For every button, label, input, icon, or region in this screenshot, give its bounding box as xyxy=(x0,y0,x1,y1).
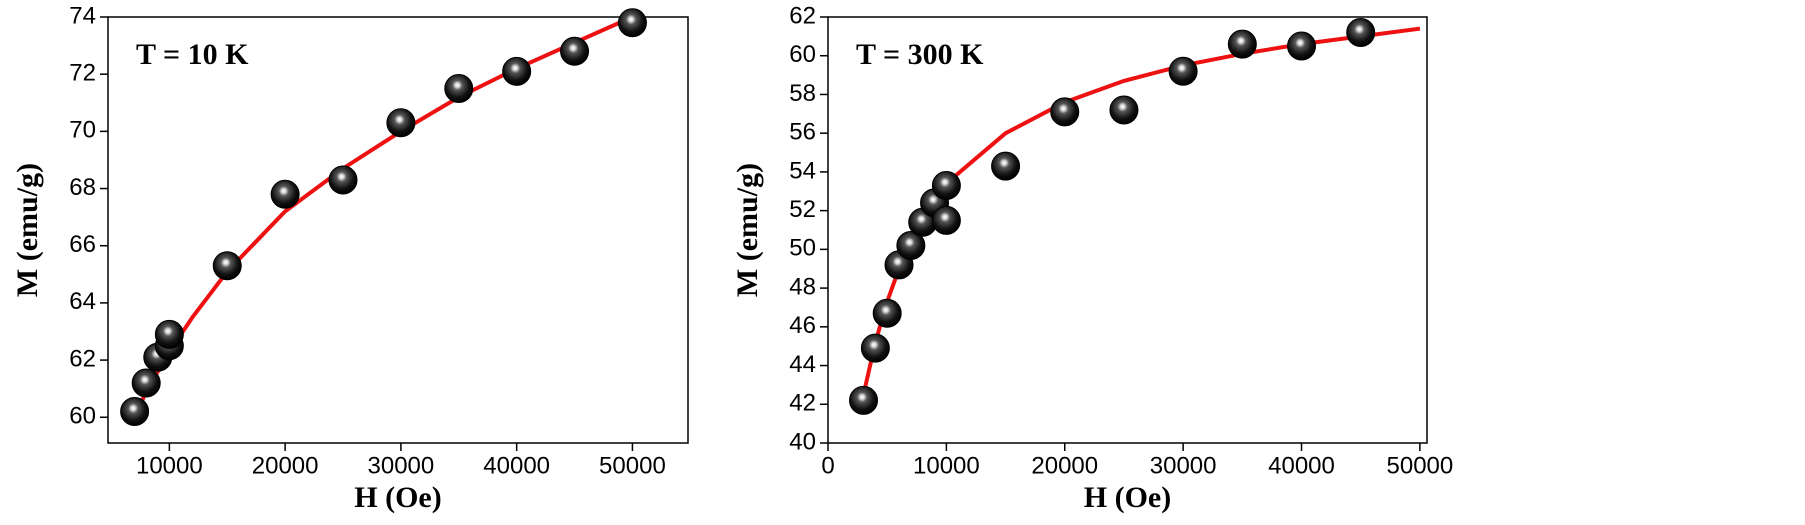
y-tick-label: 72 xyxy=(69,60,96,87)
y-tick-label: 64 xyxy=(69,288,96,315)
x-tick-label: 10000 xyxy=(913,452,980,479)
data-point xyxy=(154,319,184,349)
y-tick-label: 56 xyxy=(789,119,816,146)
data-point xyxy=(991,151,1021,181)
data-point xyxy=(212,251,242,281)
x-tick-label: 50000 xyxy=(599,452,666,479)
data-point xyxy=(131,368,161,398)
fit-line xyxy=(132,15,634,419)
y-tick-label: 52 xyxy=(789,196,816,223)
x-tick-label: 30000 xyxy=(368,452,435,479)
x-tick-label: 10000 xyxy=(136,452,203,479)
data-point xyxy=(849,385,879,415)
data-point xyxy=(1227,29,1257,59)
y-axis-label: M (emu/g) xyxy=(731,163,764,297)
x-axis-label: H (Oe) xyxy=(354,481,441,514)
plot-frame xyxy=(107,16,689,444)
data-point xyxy=(860,333,890,363)
x-tick-label: 0 xyxy=(821,452,834,479)
data-point xyxy=(931,205,961,235)
data-point xyxy=(1346,17,1376,47)
data-point xyxy=(120,397,150,427)
y-tick-label: 66 xyxy=(69,231,96,258)
y-tick-label: 58 xyxy=(789,80,816,107)
data-point xyxy=(502,56,532,86)
data-point xyxy=(931,170,961,200)
y-tick-label: 44 xyxy=(789,351,816,378)
data-point xyxy=(1287,31,1317,61)
y-tick-label: 42 xyxy=(789,390,816,417)
data-point xyxy=(872,298,902,328)
x-tick-label: 20000 xyxy=(252,452,319,479)
y-tick-label: 60 xyxy=(789,41,816,68)
y-tick-label: 74 xyxy=(69,2,96,29)
x-tick-label: 30000 xyxy=(1150,452,1217,479)
y-tick-label: 50 xyxy=(789,235,816,262)
y-axis-label: M (emu/g) xyxy=(11,163,44,297)
data-point xyxy=(1050,97,1080,127)
data-point xyxy=(328,165,358,195)
y-tick-label: 68 xyxy=(69,174,96,201)
y-tick-label: 60 xyxy=(69,403,96,430)
data-point xyxy=(386,108,416,138)
data-point xyxy=(896,230,926,260)
x-tick-label: 20000 xyxy=(1031,452,1098,479)
data-point xyxy=(270,179,300,209)
plot-frame xyxy=(827,16,1428,444)
data-point xyxy=(1168,56,1198,86)
annotation: T = 300 K xyxy=(856,38,984,71)
y-tick-label: 40 xyxy=(789,428,816,455)
x-tick-label: 40000 xyxy=(1268,452,1335,479)
x-axis-label: H (Oe) xyxy=(1084,481,1171,514)
x-tick-label: 50000 xyxy=(1387,452,1454,479)
data-point xyxy=(617,8,647,38)
y-tick-label: 62 xyxy=(69,345,96,372)
y-tick-label: 54 xyxy=(789,157,816,184)
annotation: T = 10 K xyxy=(136,38,249,71)
data-point xyxy=(444,73,474,103)
y-tick-label: 48 xyxy=(789,273,816,300)
y-tick-label: 46 xyxy=(789,312,816,339)
data-point xyxy=(560,36,590,66)
x-tick-label: 40000 xyxy=(483,452,550,479)
data-point xyxy=(1109,95,1139,125)
y-tick-label: 70 xyxy=(69,117,96,144)
y-tick-label: 62 xyxy=(789,2,816,29)
